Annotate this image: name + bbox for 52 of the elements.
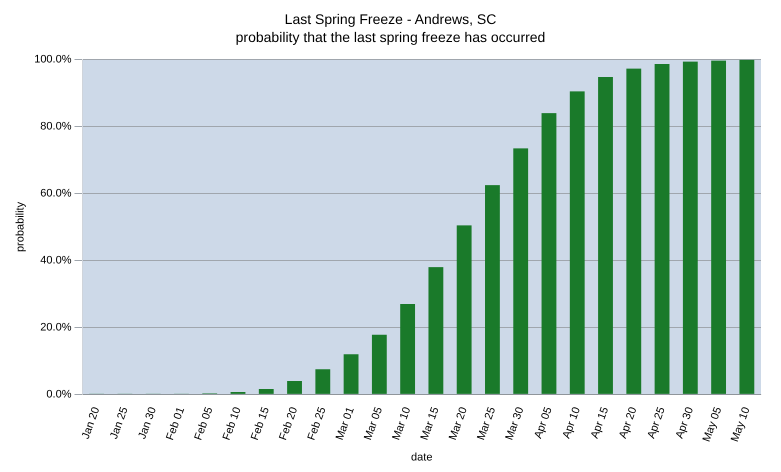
bar bbox=[513, 148, 528, 394]
y-tick-label: 40.0% bbox=[40, 254, 72, 267]
x-axis-title: date bbox=[411, 451, 432, 464]
x-tick-label: Jan 30 bbox=[136, 406, 159, 441]
bar bbox=[711, 60, 726, 394]
bar bbox=[315, 369, 330, 394]
y-tick-label: 100.0% bbox=[34, 54, 72, 66]
x-tick-label: Apr 30 bbox=[674, 406, 696, 440]
x-tick-label: Mar 10 bbox=[390, 406, 414, 442]
y-tick-label: 80.0% bbox=[40, 120, 72, 133]
x-tick-label: Mar 20 bbox=[446, 406, 470, 442]
y-tick-label: 60.0% bbox=[40, 188, 72, 200]
x-tick-label: Jan 20 bbox=[80, 406, 102, 441]
y-tick-label: 20.0% bbox=[40, 321, 72, 334]
bar bbox=[654, 64, 670, 394]
x-tick-label: Jan 25 bbox=[108, 406, 131, 441]
x-tick-label: Apr 20 bbox=[617, 406, 640, 440]
x-tick-label: Feb 05 bbox=[192, 406, 216, 442]
bar bbox=[428, 267, 444, 394]
chart-subtitle: probability that the last spring freeze has occurred bbox=[234, 28, 546, 46]
bar bbox=[542, 113, 556, 394]
bar bbox=[570, 91, 585, 394]
bar bbox=[287, 380, 302, 394]
bar bbox=[372, 334, 387, 394]
bar bbox=[739, 60, 754, 394]
bar bbox=[400, 304, 416, 394]
bar bbox=[682, 62, 698, 394]
bar bbox=[258, 389, 274, 394]
y-axis-title: probability bbox=[14, 201, 27, 252]
x-tick-label: Apr 05 bbox=[532, 406, 555, 440]
bar bbox=[344, 354, 358, 394]
x-tick-label: Mar 15 bbox=[418, 406, 442, 442]
chart-title: Last Spring Freeze - Andrews, SC bbox=[284, 10, 498, 28]
x-tick-label: Mar 01 bbox=[334, 406, 357, 442]
x-tick-label: Feb 15 bbox=[248, 406, 272, 442]
x-tick-label: Mar 05 bbox=[362, 406, 386, 442]
x-tick-label: Mar 30 bbox=[503, 406, 526, 442]
x-tick-label: Feb 01 bbox=[164, 406, 188, 442]
x-tick-label: May 05 bbox=[700, 406, 724, 444]
x-tick-label: Mar 25 bbox=[475, 406, 498, 442]
bar bbox=[598, 77, 613, 394]
x-tick-label: Apr 25 bbox=[645, 406, 668, 440]
x-tick-label: Apr 10 bbox=[560, 406, 583, 440]
x-tick-label: May 10 bbox=[728, 406, 753, 444]
y-tick-label: 0.0% bbox=[46, 388, 72, 400]
bar bbox=[485, 185, 500, 394]
x-tick-label: Feb 20 bbox=[277, 406, 300, 442]
x-tick-label: Feb 10 bbox=[220, 406, 244, 442]
x-tick-label: Apr 15 bbox=[588, 406, 612, 440]
bar bbox=[456, 225, 472, 394]
x-tick-label: Feb 25 bbox=[306, 406, 328, 442]
bar bbox=[626, 68, 642, 394]
